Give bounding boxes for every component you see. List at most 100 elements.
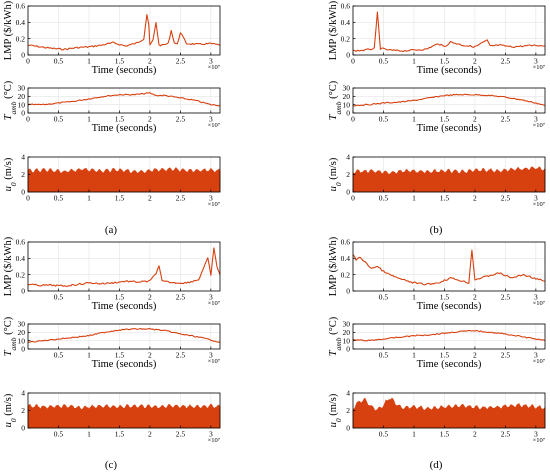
y-tick-label: 4 bbox=[346, 153, 350, 162]
series-line bbox=[27, 327, 221, 343]
x-tick-label: 2 bbox=[148, 57, 152, 66]
subplot-d-lmp: 0.5 1 1.5 2 2.5 3 0 0.2 0.4 0.6 ×10⁷ Time (seconds)… bbox=[328, 236, 546, 312]
y-tick-label: 0.2 bbox=[341, 270, 351, 279]
panel-label-d: (d) bbox=[430, 459, 443, 471]
x-tick-label: 3 bbox=[534, 115, 538, 124]
x-tick-label: 3 bbox=[534, 351, 538, 360]
y-tick-label: 0 bbox=[21, 424, 25, 433]
x-axis-label: Time (seconds) bbox=[92, 65, 157, 76]
x-tick-label: 2.5 bbox=[501, 115, 511, 124]
y-axis-label: u0 (m/s) bbox=[328, 157, 343, 191]
series-area bbox=[27, 167, 221, 193]
y-tick-label: 2 bbox=[21, 406, 25, 415]
series-line bbox=[352, 329, 546, 342]
y-tick-label: 20 bbox=[18, 92, 26, 101]
x-exponent-label: ×10⁷ bbox=[533, 358, 545, 365]
axes-frame bbox=[27, 241, 221, 292]
x-tick-label: 2 bbox=[148, 115, 152, 124]
y-tick-label: 10 bbox=[343, 336, 351, 345]
y-tick-label: 30 bbox=[343, 84, 351, 93]
y-tick-label: 2 bbox=[346, 406, 350, 415]
y-tick-label: 0.4 bbox=[341, 254, 351, 263]
x-tick-label: 2 bbox=[473, 293, 477, 302]
y-tick-label: 0.4 bbox=[341, 18, 351, 27]
subplot-d-wind: 0.5 1 1.5 2 2.5 3 0 2 4 ×10⁷ u0 (m/s) bbox=[328, 389, 546, 444]
x-tick-label: 1.5 bbox=[115, 194, 125, 203]
y-axis-label: Tamb (°C) bbox=[328, 316, 343, 356]
y-tick-label: 0 bbox=[346, 424, 350, 433]
y-tick-label: 20 bbox=[343, 328, 351, 337]
x-tick-label: 1.5 bbox=[115, 115, 125, 124]
x-tick-label: 3 bbox=[209, 351, 213, 360]
series-line bbox=[352, 93, 546, 107]
x-tick-label: 2 bbox=[148, 194, 152, 203]
x-exponent-label: ×10⁷ bbox=[208, 64, 220, 71]
subplot-c-wind: 0.5 1 1.5 2 2.5 3 0 2 4 ×10⁷ u0 (m/s) bbox=[3, 389, 221, 444]
y-tick-label: 0 bbox=[346, 287, 350, 296]
y-axis-label: u0 (m/s) bbox=[3, 157, 18, 191]
y-tick-label: 0.6 bbox=[341, 238, 351, 247]
x-tick-label: 1.5 bbox=[440, 293, 450, 302]
series-area bbox=[27, 403, 221, 429]
x-tick-label: 1.5 bbox=[440, 57, 450, 66]
y-tick-label: 20 bbox=[343, 92, 351, 101]
y-axis-label: u0 (m/s) bbox=[3, 393, 18, 427]
x-tick-label: 0 bbox=[351, 57, 355, 66]
y-tick-label: 10 bbox=[18, 100, 26, 109]
y-axis-label: Tamb (°C) bbox=[3, 316, 18, 356]
x-tick-label: 3 bbox=[209, 293, 213, 302]
x-exponent-label: ×10⁷ bbox=[533, 122, 545, 129]
x-tick-label: 0 bbox=[26, 194, 30, 203]
axes-frame bbox=[27, 87, 221, 114]
y-axis-label: u0 (m/s) bbox=[328, 393, 343, 427]
y-tick-label: 0.4 bbox=[16, 254, 26, 263]
x-tick-label: 1 bbox=[87, 115, 91, 124]
axes-frame bbox=[27, 5, 221, 56]
x-tick-label: 2 bbox=[148, 430, 152, 439]
y-tick-label: 4 bbox=[21, 153, 25, 162]
x-tick-label: 2.5 bbox=[501, 293, 511, 302]
y-tick-label: 30 bbox=[343, 320, 351, 329]
y-tick-label: 0.6 bbox=[16, 238, 26, 247]
x-axis-label: Time (seconds) bbox=[417, 359, 482, 370]
x-axis-label: Time (seconds) bbox=[417, 123, 482, 134]
axes-frame bbox=[352, 87, 546, 114]
x-tick-label: 0.5 bbox=[379, 57, 389, 66]
x-exponent-label: ×10⁷ bbox=[533, 300, 545, 307]
y-tick-label: 0.2 bbox=[16, 270, 26, 279]
x-tick-label: 2 bbox=[473, 194, 477, 203]
x-tick-label: 1 bbox=[412, 194, 416, 203]
x-tick-label: 0.5 bbox=[54, 57, 64, 66]
x-tick-label: 0.5 bbox=[379, 115, 389, 124]
x-tick-label: 2 bbox=[473, 430, 477, 439]
y-tick-label: 2 bbox=[21, 170, 25, 179]
x-tick-label: 2 bbox=[473, 57, 477, 66]
y-tick-label: 0 bbox=[21, 345, 25, 354]
x-tick-label: 2.5 bbox=[501, 57, 511, 66]
x-tick-label: 2.5 bbox=[501, 194, 511, 203]
subplot-b-wind: 0 0.5 1 1.5 2 2.5 3 0 2 4 ×10⁷ u0 (m/s) bbox=[328, 153, 546, 208]
y-tick-label: 4 bbox=[21, 389, 25, 398]
y-axis-label: LMP ($/kWh) bbox=[3, 0, 14, 60]
y-axis-label: Tamb (°C) bbox=[3, 80, 18, 120]
x-tick-label: 2.5 bbox=[176, 194, 186, 203]
x-tick-label: 1 bbox=[412, 293, 416, 302]
x-tick-label: 1.5 bbox=[440, 115, 450, 124]
series-area bbox=[352, 397, 546, 429]
x-axis-label: Time (seconds) bbox=[417, 65, 482, 76]
x-tick-label: 1.5 bbox=[115, 293, 125, 302]
x-tick-label: 1.5 bbox=[115, 430, 125, 439]
x-tick-label: 0.5 bbox=[54, 293, 64, 302]
x-exponent-label: ×10⁷ bbox=[533, 64, 545, 71]
x-tick-label: 0 bbox=[26, 115, 30, 124]
y-tick-label: 0.2 bbox=[341, 34, 351, 43]
x-tick-label: 1 bbox=[412, 57, 416, 66]
series-line bbox=[352, 11, 545, 53]
x-exponent-label: ×10⁷ bbox=[533, 437, 545, 444]
x-exponent-label: ×10⁷ bbox=[208, 201, 220, 208]
